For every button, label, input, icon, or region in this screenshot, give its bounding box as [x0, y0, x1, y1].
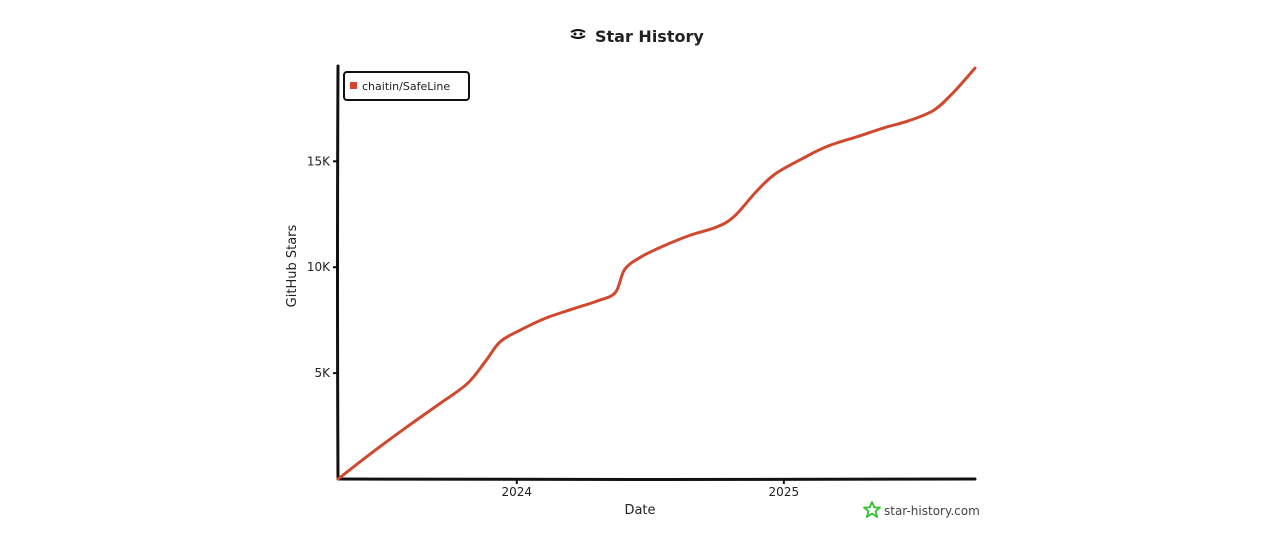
y-tick-label: 10K: [307, 260, 331, 274]
x-tick-label: 2025: [769, 485, 800, 499]
y-ticks: 5K 10K 15K: [307, 154, 338, 380]
x-axis-label: Date: [624, 503, 655, 518]
axes: [336, 64, 977, 481]
chart-title-group: Star History: [570, 27, 704, 46]
y-axis-line: [336, 64, 340, 481]
series-group: [336, 66, 977, 481]
star-outline-icon: [863, 501, 881, 518]
watermark[interactable]: star-history.com: [863, 501, 980, 518]
series-line-0: [336, 66, 977, 481]
x-tick-label: 2024: [501, 485, 532, 499]
legend-label: chaitin/SafeLine: [362, 80, 450, 93]
watermark-text[interactable]: star-history.com: [884, 504, 980, 518]
legend: chaitin/SafeLine: [343, 71, 470, 101]
y-tick-label: 5K: [314, 366, 331, 380]
y-tick-label: 15K: [307, 154, 331, 168]
star-history-logo-icon: [570, 29, 586, 39]
chart-title: Star History: [595, 27, 704, 46]
x-axis-line: [336, 477, 977, 481]
legend-box: [343, 71, 470, 101]
y-axis-label: GitHub Stars: [285, 224, 300, 307]
legend-swatch: [350, 82, 357, 89]
x-ticks: 2024 2025: [501, 479, 799, 499]
